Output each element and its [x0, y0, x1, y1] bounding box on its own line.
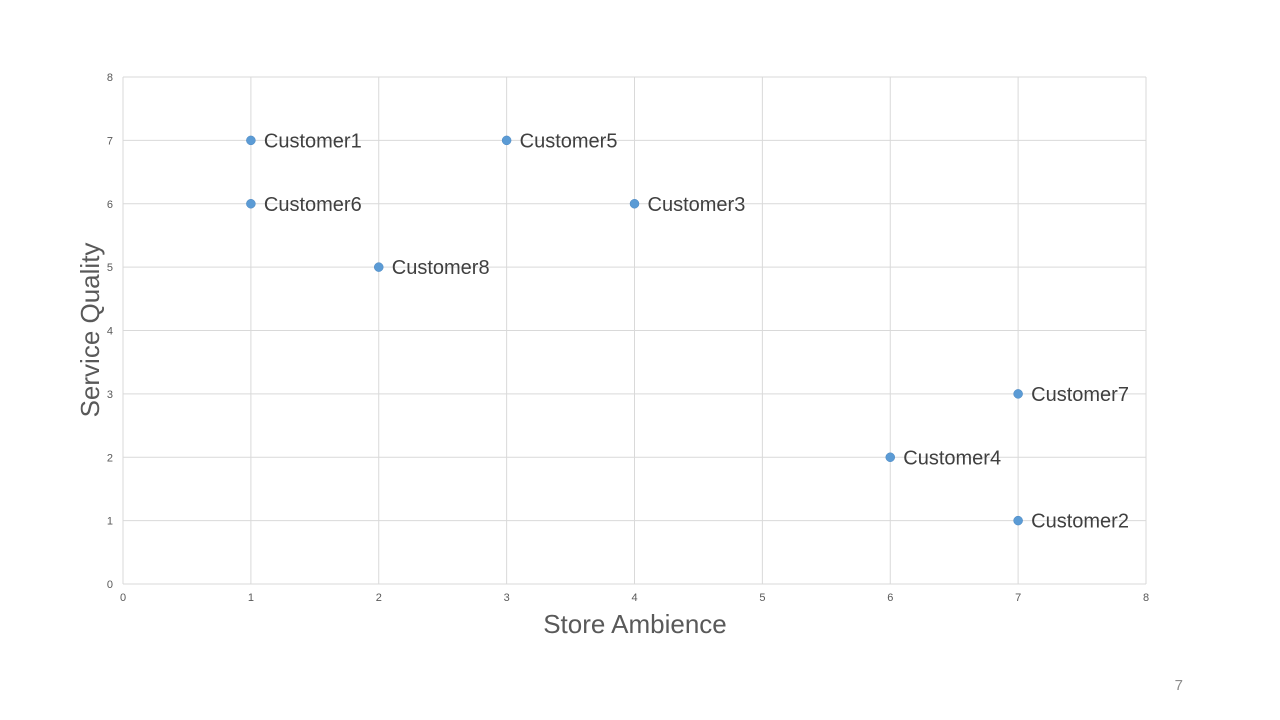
y-tick-label: 1 [107, 516, 113, 528]
data-label: Customer4 [903, 447, 1001, 469]
page-number: 7 [1174, 677, 1183, 694]
y-tick-label: 5 [107, 262, 113, 274]
x-tick-label: 6 [887, 592, 893, 604]
data-label: Customer1 [264, 130, 362, 152]
data-point [1013, 389, 1023, 399]
data-point [246, 199, 256, 209]
x-tick-label: 7 [1015, 592, 1021, 604]
data-point [374, 262, 384, 272]
data-points: Customer1 Customer2 Customer3 Customer4 Cust… [246, 130, 1129, 533]
data-label: Customer3 [648, 194, 746, 216]
y-tick-label: 0 [107, 579, 113, 591]
tick-labels: 0 1 2 3 4 5 6 7 8 0 1 2 3 4 5 6 7 8 [107, 72, 1149, 604]
y-tick-label: 7 [107, 135, 113, 147]
y-tick-label: 4 [107, 326, 113, 338]
data-label: Customer6 [264, 194, 362, 216]
y-tick-label: 3 [107, 389, 113, 401]
x-tick-label: 1 [248, 592, 254, 604]
data-point [629, 199, 640, 209]
data-label: Customer2 [1031, 511, 1129, 533]
data-point [246, 135, 256, 146]
x-axis-title: Store Ambience [543, 609, 727, 639]
y-tick-label: 2 [107, 452, 113, 464]
data-point [885, 452, 895, 462]
data-point [501, 135, 512, 146]
data-label: Customer7 [1031, 384, 1129, 406]
data-label: Customer5 [520, 130, 618, 152]
x-tick-label: 0 [120, 592, 126, 604]
y-tick-label: 6 [107, 199, 113, 211]
x-tick-label: 3 [504, 592, 510, 604]
data-point [1013, 515, 1023, 526]
x-tick-label: 5 [759, 592, 765, 604]
data-label: Customer8 [392, 257, 490, 279]
grid [122, 76, 1147, 585]
x-tick-label: 4 [631, 592, 637, 604]
x-tick-label: 2 [376, 592, 382, 604]
y-axis-title: Service Quality [75, 243, 105, 418]
y-tick-label: 8 [107, 72, 113, 84]
x-tick-label: 8 [1143, 592, 1149, 604]
